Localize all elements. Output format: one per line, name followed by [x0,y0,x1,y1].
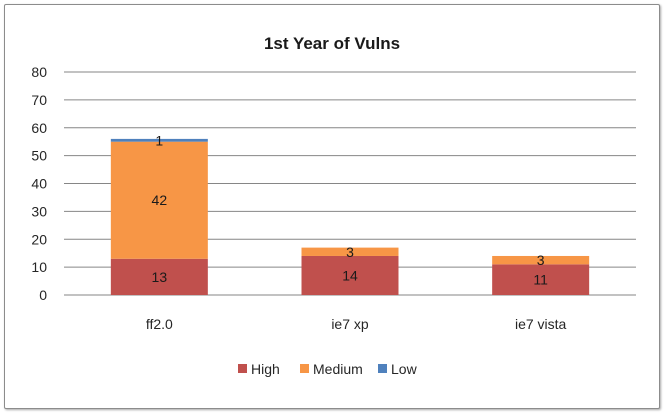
legend-swatch-medium [300,364,309,373]
legend-swatch-high [238,364,247,373]
data-label-medium-2: 3 [346,244,354,260]
bars: 13 42 1 14 3 11 3 [110,132,590,295]
y-tick-label: 30 [31,203,47,219]
y-tick-label: 0 [39,287,47,303]
bar-segment-low-1 [110,138,208,142]
data-label-medium-1: 42 [152,192,168,208]
bar-segment-medium-2 [301,247,399,256]
data-label-high-2: 14 [342,267,358,283]
bar-segment-high-1 [110,258,208,295]
data-label-low-1: 1 [155,132,163,148]
y-tick-label: 60 [31,120,47,136]
data-label-medium-3: 3 [537,252,545,268]
legend-label-high: High [251,361,280,377]
x-axis-ticks: ff2.0 ie7 xp ie7 vista [146,316,567,332]
y-tick-label: 20 [31,231,47,247]
y-tick-label: 50 [31,148,47,164]
y-axis-ticks: 0 10 20 30 40 50 60 70 80 [31,64,47,303]
bar-segment-high-3 [492,264,590,295]
y-tick-label: 10 [31,259,47,275]
legend: High Medium Low [238,361,418,377]
legend-swatch-low [378,364,387,373]
legend-label-low: Low [391,361,418,377]
chart-title: 1st Year of Vulns [264,34,400,53]
y-tick-label: 80 [31,64,47,80]
data-label-high-1: 13 [152,269,168,285]
legend-label-medium: Medium [313,361,363,377]
bar-segment-medium-1 [110,141,208,259]
bar-segment-medium-3 [492,255,590,265]
y-tick-label: 70 [31,92,47,108]
x-tick-label: ie7 xp [331,316,369,332]
data-label-high-3: 11 [533,272,548,288]
x-tick-label: ie7 vista [515,316,567,332]
y-tick-label: 40 [31,176,47,192]
bar-segment-high-2 [301,255,399,295]
x-tick-label: ff2.0 [146,316,173,332]
